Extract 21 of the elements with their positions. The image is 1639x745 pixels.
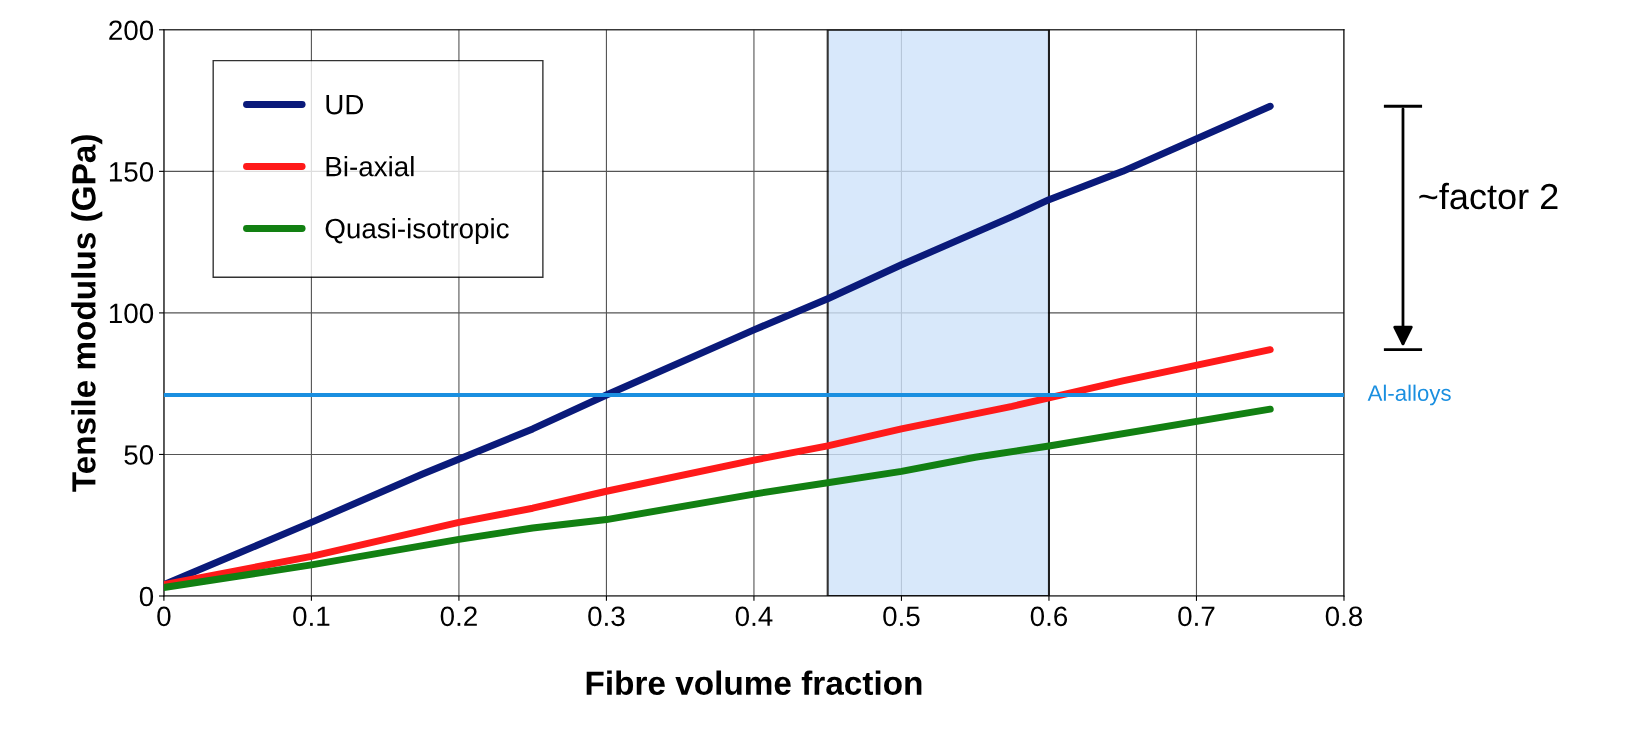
y-tick-label: 200 <box>109 20 154 41</box>
x-tick-label: 0.6 <box>1030 606 1068 627</box>
x-tick-label: 0.2 <box>440 606 477 627</box>
x-tick-label: 0.7 <box>1178 606 1215 627</box>
y-tick-label: 150 <box>109 162 154 182</box>
y-tick-label: 50 <box>124 445 154 465</box>
legend-label: UD <box>326 95 364 115</box>
legend-label: Quasi-isotropic <box>325 218 509 244</box>
y-axis-title: Tensile modulus (GPa) <box>71 135 103 492</box>
x-tick-label: 0.8 <box>1325 606 1363 627</box>
y-tick-label: 100 <box>109 303 154 324</box>
ref-line-label: Al-alloys <box>1367 384 1451 406</box>
x-tick-label: 0.1 <box>293 606 330 627</box>
text: ~factor 2 <box>1419 182 1558 210</box>
legend-label: Bi-axial <box>326 156 414 177</box>
x-tick-label: 0.4 <box>735 606 773 627</box>
x-axis-title: Fibre volume fraction <box>586 670 922 695</box>
x-tick-label: 0.3 <box>588 606 625 627</box>
y-tick-label: 0 <box>139 586 154 607</box>
x-tick-label: 0 <box>157 606 171 627</box>
x-tick-label: 0.5 <box>883 606 920 627</box>
